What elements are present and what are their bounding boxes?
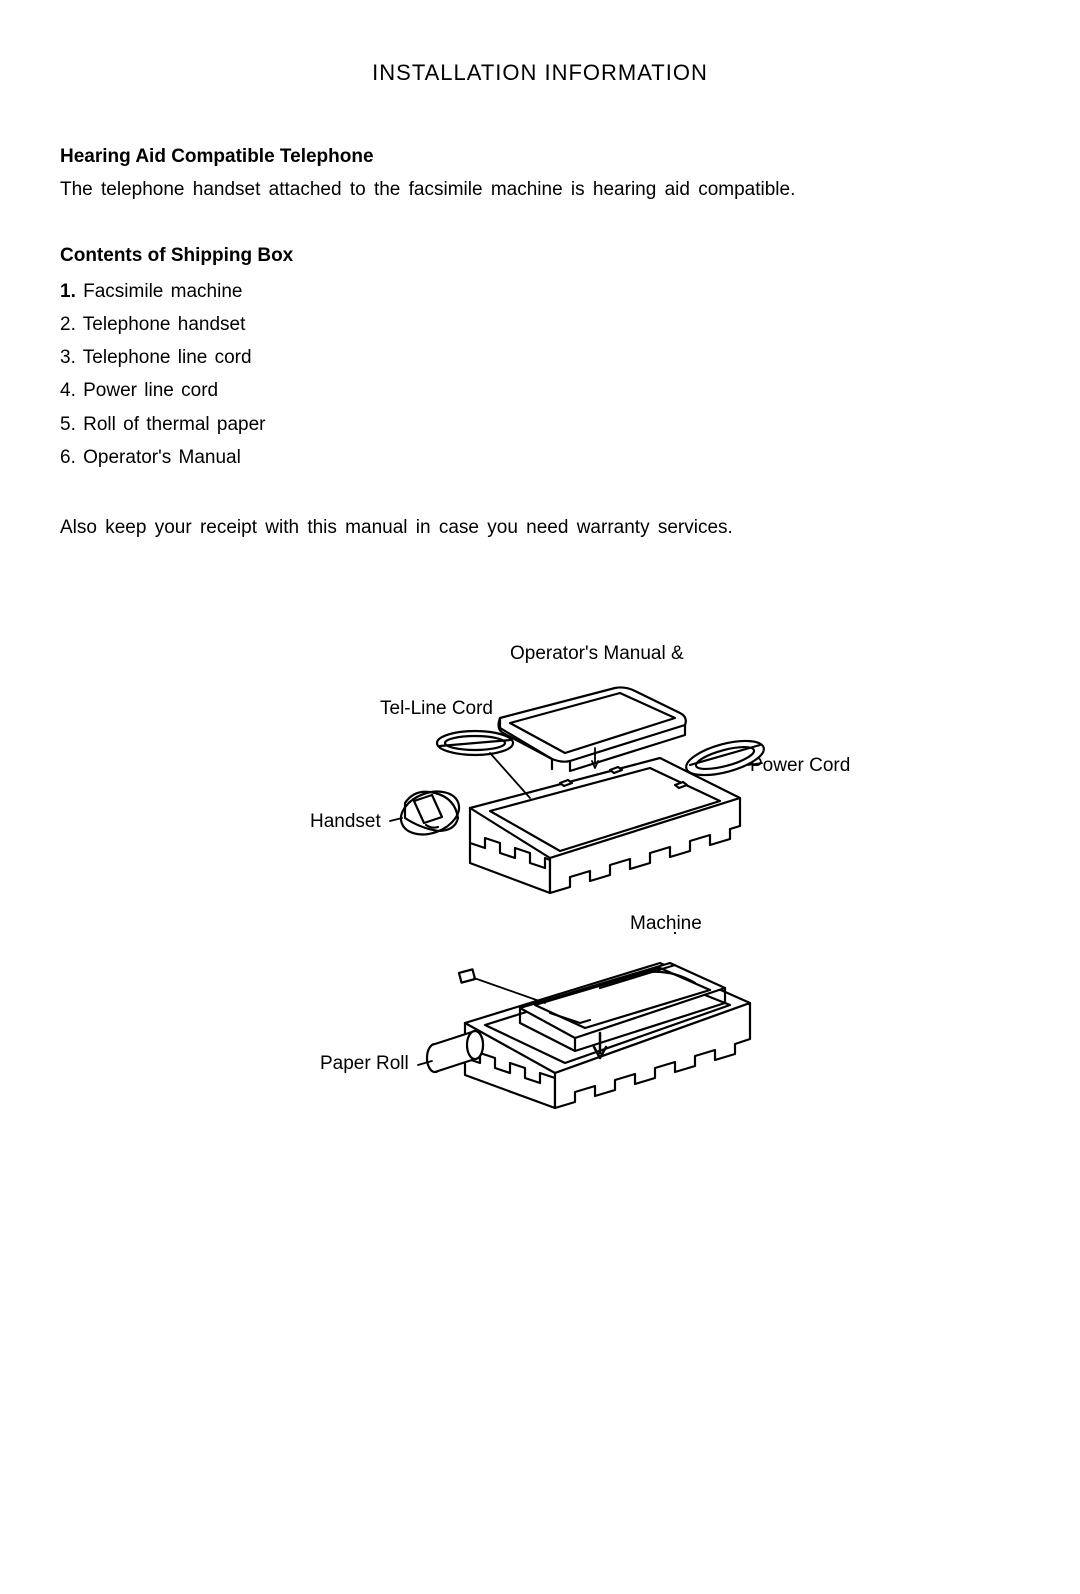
list-item: 4. Power line cord (60, 374, 1020, 407)
list-num: 5. (60, 414, 76, 435)
list-num: 1. (60, 281, 76, 302)
list-num: 2. (60, 314, 76, 335)
list-text: Roll of thermal paper (76, 414, 266, 435)
upper-tray-icon (470, 758, 740, 893)
list-item: 2. Telephone handset (60, 308, 1020, 341)
heading-hearing-aid: Hearing Aid Compatible Telephone (60, 146, 1020, 168)
list-num: 6. (60, 447, 76, 468)
page-title: INSTALLATION INFORMATION (60, 60, 1020, 86)
section-hearing-aid: Hearing Aid Compatible Telephone The tel… (60, 146, 1020, 205)
contents-list: 1. Facsimile machine 2. Telephone handse… (60, 275, 1020, 475)
warranty-note: Also keep your receipt with this manual … (60, 514, 1020, 543)
list-num: 4. (60, 380, 76, 401)
list-text: Telephone line cord (76, 347, 252, 368)
tel-line-cord-icon (437, 731, 513, 755)
list-item: 5. Roll of thermal paper (60, 408, 1020, 441)
list-item: 1. Facsimile machine (60, 275, 1020, 308)
section-contents: Contents of Shipping Box 1. Facsimile ma… (60, 245, 1020, 475)
list-item: 3. Telephone line cord (60, 341, 1020, 374)
heading-contents: Contents of Shipping Box (60, 245, 1020, 267)
body-hearing-aid: The telephone handset attached to the fa… (60, 176, 1020, 205)
list-text: Telephone handset (76, 314, 246, 335)
unpacking-diagram: Operator's Manual & Tel-Line Cord Power … (180, 643, 900, 1203)
list-text: Power line cord (76, 380, 218, 401)
handset-icon (395, 783, 465, 841)
list-text: Facsimile machine (76, 281, 243, 302)
list-num: 3. (60, 347, 76, 368)
diagram-svg (180, 643, 900, 1203)
list-text: Operator's Manual (76, 447, 241, 468)
list-item: 6. Operator's Manual (60, 441, 1020, 474)
